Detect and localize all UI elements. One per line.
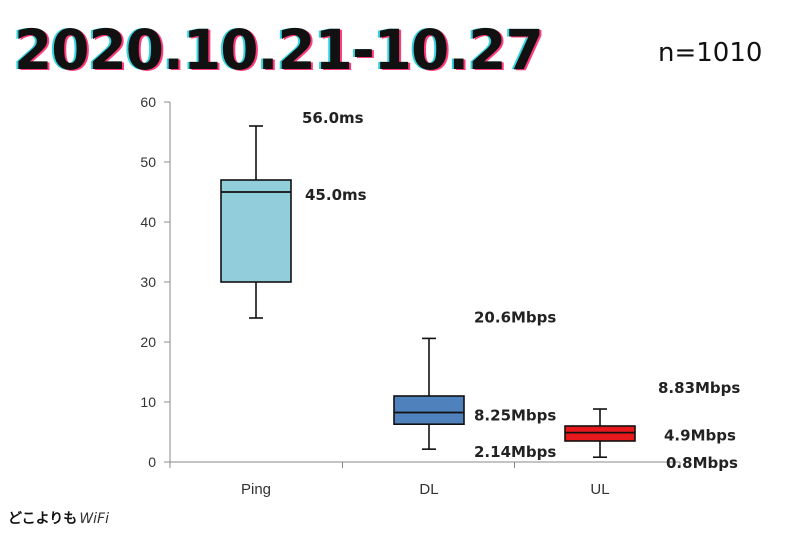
min-value-label: 0.8Mbps [666,454,738,472]
y-tick-label: 0 [148,454,156,470]
brand-logo-suffix: WiFi [79,511,109,527]
median-value-label: 4.9Mbps [664,427,736,445]
max-value-label: 20.6Mbps [474,308,556,326]
x-category-label: Ping [241,481,271,498]
sample-size-label: n=1010 [658,38,763,68]
y-tick-label: 60 [140,94,156,110]
y-tick-label: 30 [140,274,156,290]
x-category-label: UL [590,481,609,498]
max-value-label: 56.0ms [302,109,364,127]
median-value-label: 45.0ms [305,186,367,204]
max-value-label: 8.83Mbps [658,379,740,397]
box-ping [220,179,292,283]
median-value-label: 8.25Mbps [474,407,556,425]
y-tick-label: 10 [140,394,156,410]
box-dl [393,395,465,426]
y-tick-label: 20 [140,334,156,350]
y-tick-label: 50 [140,154,156,170]
min-value-label: 2.14Mbps [474,443,556,461]
y-tick-label: 40 [140,214,156,230]
brand-logo-name: どこよりも [8,511,78,527]
x-category-label: DL [419,481,438,498]
chart-title: 2020.10.21-10.27 [14,18,544,82]
brand-logo: どこよりも WiFi [8,508,109,528]
